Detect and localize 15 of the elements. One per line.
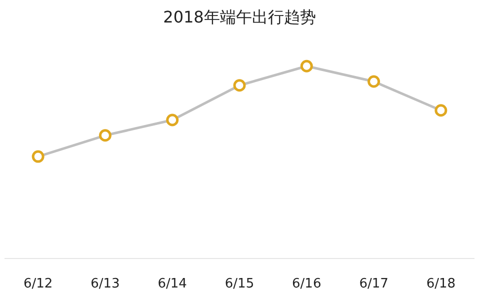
point xyxy=(368,75,380,88)
x-tick-label: 6/13 xyxy=(90,276,120,292)
chart-title: 2018年端午出行趋势 xyxy=(163,8,316,26)
point xyxy=(98,129,112,142)
point xyxy=(32,150,44,163)
x-tick-label: 6/12 xyxy=(23,276,53,292)
x-tick-label: 6/14 xyxy=(158,276,187,292)
x-tick-label: 6/16 xyxy=(292,276,322,292)
x-tick-label: 6/15 xyxy=(224,276,254,292)
point xyxy=(300,60,313,72)
point xyxy=(434,104,448,117)
point xyxy=(166,114,179,126)
x-tick-label: 6/18 xyxy=(426,276,456,292)
point xyxy=(233,79,246,92)
x-tick-label: 6/17 xyxy=(359,276,388,292)
